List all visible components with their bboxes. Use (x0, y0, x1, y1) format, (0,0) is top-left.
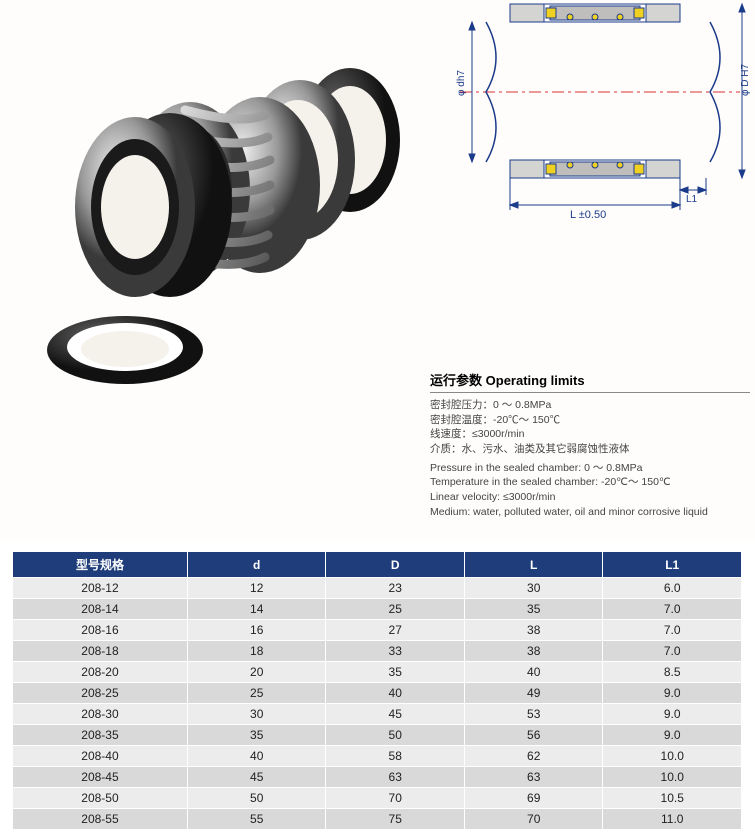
ol-en-2: Linear velocity: ≤3000r/min (430, 490, 750, 505)
table-cell: 62 (464, 746, 603, 767)
table-row: 208-202035408.5 (13, 662, 742, 683)
table-cell: 40 (464, 662, 603, 683)
table-cell: 49 (464, 683, 603, 704)
table-cell: 50 (326, 725, 465, 746)
table-cell: 70 (326, 788, 465, 809)
table-cell: 70 (464, 809, 603, 830)
ol-cn-2: 线速度：≤3000r/min (430, 427, 750, 442)
ol-en-0: Pressure in the sealed chamber: 0 ～ 0.8M… (430, 461, 750, 476)
table-cell: 40 (326, 683, 465, 704)
table-cell: 208-40 (13, 746, 188, 767)
ol-cn-3: 介质：水、污水、油类及其它弱腐蚀性液体 (430, 442, 750, 457)
operating-limits: 运行参数 Operating limits 密封腔压力：0 ～ 0.8MPa 密… (430, 370, 750, 520)
table-cell: 208-55 (13, 809, 188, 830)
table-cell: 208-12 (13, 578, 188, 599)
table-cell: 53 (464, 704, 603, 725)
table-cell: 35 (464, 599, 603, 620)
table-cell: 23 (326, 578, 465, 599)
table-cell: 40 (187, 746, 326, 767)
top-section: φ dh7 φ D H7 L ±0.50 L1 运行参数 (0, 0, 755, 540)
table-cell: 7.0 (603, 641, 742, 662)
table-cell: 25 (187, 683, 326, 704)
product-illustration (20, 60, 420, 400)
table-cell: 55 (187, 809, 326, 830)
table-cell: 8.5 (603, 662, 742, 683)
table-row: 208-5050706910.5 (13, 788, 742, 809)
table-row: 208-4545636310.0 (13, 767, 742, 788)
table-cell: 69 (464, 788, 603, 809)
table-row: 208-161627387.0 (13, 620, 742, 641)
table-cell: 63 (464, 767, 603, 788)
dim-DH7: φ D H7 (740, 64, 750, 96)
table-cell: 6.0 (603, 578, 742, 599)
table-cell: 38 (464, 641, 603, 662)
dim-L: L ±0.50 (570, 209, 606, 220)
table-cell: 58 (326, 746, 465, 767)
table-cell: 18 (187, 641, 326, 662)
dim-L1: L1 (686, 194, 698, 205)
table-header-cell: D (326, 552, 465, 578)
table-cell: 9.0 (603, 725, 742, 746)
table-cell: 45 (326, 704, 465, 725)
operating-limits-title-en: Operating limits (486, 373, 585, 388)
table-cell: 10.5 (603, 788, 742, 809)
table-cell: 10.0 (603, 767, 742, 788)
table-cell: 9.0 (603, 683, 742, 704)
table-header-cell: L1 (603, 552, 742, 578)
table-cell: 56 (464, 725, 603, 746)
table-header-cell: L (464, 552, 603, 578)
technical-drawing: φ dh7 φ D H7 L ±0.50 L1 (450, 0, 750, 220)
table-cell: 208-30 (13, 704, 188, 725)
table-cell: 30 (187, 704, 326, 725)
table-cell: 45 (187, 767, 326, 788)
table-cell: 208-25 (13, 683, 188, 704)
table-cell: 38 (464, 620, 603, 641)
table-cell: 35 (326, 662, 465, 683)
ol-cn-0: 密封腔压力：0 ～ 0.8MPa (430, 398, 750, 413)
operating-limits-title-cn: 运行参数 (430, 373, 482, 388)
table-cell: 63 (326, 767, 465, 788)
table-row: 208-353550569.0 (13, 725, 742, 746)
table-cell: 7.0 (603, 599, 742, 620)
table-cell: 9.0 (603, 704, 742, 725)
dim-dh7: φ dh7 (456, 70, 467, 96)
table-cell: 11.0 (603, 809, 742, 830)
table-cell: 208-16 (13, 620, 188, 641)
table-row: 208-181833387.0 (13, 641, 742, 662)
ol-en-1: Temperature in the sealed chamber: -20℃～… (430, 475, 750, 490)
table-cell: 10.0 (603, 746, 742, 767)
table-cell: 208-35 (13, 725, 188, 746)
table-row: 208-4040586210.0 (13, 746, 742, 767)
table-cell: 208-50 (13, 788, 188, 809)
table-header-row: 型号规格dDLL1 (13, 552, 742, 578)
table-row: 208-5555757011.0 (13, 809, 742, 830)
table-cell: 50 (187, 788, 326, 809)
table-header-cell: 型号规格 (13, 552, 188, 578)
ol-cn-1: 密封腔温度：-20℃～ 150℃ (430, 413, 750, 428)
table-cell: 14 (187, 599, 326, 620)
ol-en-3: Medium: water, polluted water, oil and m… (430, 505, 750, 520)
table-cell: 7.0 (603, 620, 742, 641)
table-cell: 208-18 (13, 641, 188, 662)
table-cell: 30 (464, 578, 603, 599)
table-cell: 208-14 (13, 599, 188, 620)
table-cell: 20 (187, 662, 326, 683)
table-row: 208-303045539.0 (13, 704, 742, 725)
table-cell: 35 (187, 725, 326, 746)
table-cell: 208-20 (13, 662, 188, 683)
table-cell: 27 (326, 620, 465, 641)
table-cell: 75 (326, 809, 465, 830)
table-row: 208-121223306.0 (13, 578, 742, 599)
table-cell: 16 (187, 620, 326, 641)
table-cell: 12 (187, 578, 326, 599)
table-cell: 208-45 (13, 767, 188, 788)
table-row: 208-252540499.0 (13, 683, 742, 704)
table-cell: 25 (326, 599, 465, 620)
table-header-cell: d (187, 552, 326, 578)
table-cell: 33 (326, 641, 465, 662)
table-row: 208-141425357.0 (13, 599, 742, 620)
spec-table: 型号规格dDLL1 208-121223306.0208-141425357.0… (12, 551, 742, 830)
